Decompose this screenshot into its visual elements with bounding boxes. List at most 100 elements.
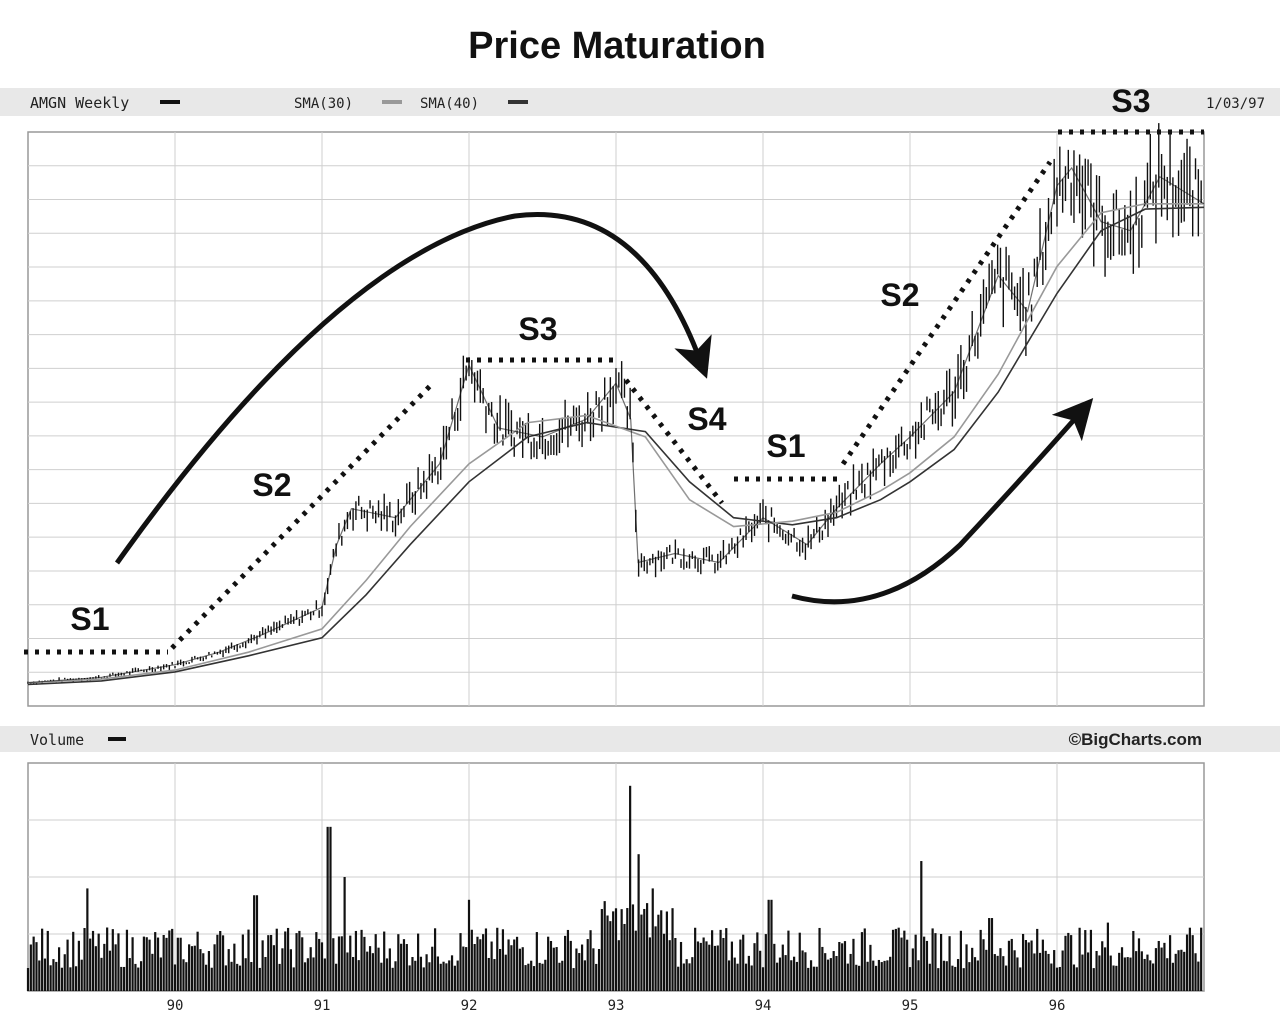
volume-bar	[900, 937, 903, 991]
volume-bar	[677, 966, 680, 991]
volume-bar	[1086, 952, 1090, 991]
volume-bar	[275, 928, 278, 991]
volume-bars	[26, 785, 1203, 991]
volume-bar	[1135, 951, 1138, 991]
volume-bar	[428, 962, 431, 991]
volume-bar	[1044, 950, 1047, 991]
volume-bar	[555, 947, 558, 991]
volume-bar	[306, 958, 309, 991]
s3-top-label: S3	[1111, 83, 1150, 119]
volume-bar	[660, 910, 663, 991]
volume-bar	[216, 934, 219, 991]
credit-label: ©BigCharts.com	[1069, 730, 1202, 749]
volume-bar	[1005, 965, 1008, 991]
volume-bar	[278, 963, 281, 991]
price-lines	[27, 123, 1205, 686]
volume-bar	[891, 929, 895, 991]
x-tick-label: 94	[755, 998, 772, 1014]
sma30-line	[27, 203, 1204, 684]
volume-bar	[473, 944, 476, 991]
volume-bar	[171, 928, 174, 991]
volume-bar	[35, 942, 38, 991]
volume-bar	[1123, 957, 1126, 991]
volume-bar	[1115, 965, 1118, 991]
ticker-legend-swatch	[160, 100, 180, 104]
volume-bar	[323, 958, 326, 991]
volume-bar	[807, 967, 810, 991]
volume-bar	[937, 968, 940, 991]
volume-bar	[586, 939, 589, 991]
volume-bar	[227, 949, 230, 991]
volume-bar	[193, 945, 196, 991]
volume-bar	[688, 963, 691, 991]
s2-right-label: S2	[880, 277, 919, 313]
volume-bar	[210, 967, 213, 991]
volume-bar	[988, 918, 991, 991]
volume-bar	[620, 909, 623, 991]
volume-bar	[606, 915, 609, 991]
volume-bar	[303, 962, 307, 991]
volume-bar	[1061, 950, 1064, 991]
volume-bar	[97, 933, 100, 991]
volume-bar	[1191, 935, 1194, 991]
volume-bar	[1140, 951, 1143, 991]
volume-bar	[261, 940, 264, 991]
s1-mid-label: S1	[766, 428, 805, 464]
volume-bar	[94, 946, 97, 991]
volume-bar	[142, 936, 146, 991]
volume-bar	[603, 901, 606, 991]
volume-bar	[996, 955, 999, 991]
volume-bar	[236, 963, 239, 991]
volume-bar	[1047, 953, 1050, 991]
volume-bar	[634, 930, 637, 991]
volume-bar	[1180, 949, 1183, 991]
volume-bar	[711, 930, 714, 991]
volume-bar	[595, 963, 598, 991]
volume-bar	[764, 934, 767, 991]
x-axis-ticks: 90 91 92 93 94 95 96	[167, 998, 1066, 1014]
arc-arrow-right	[791, 397, 1094, 605]
volume-bar	[114, 944, 117, 991]
volume-bar	[778, 957, 782, 991]
volume-bar	[52, 959, 55, 991]
volume-bar	[612, 911, 615, 991]
sma40-line	[27, 206, 1205, 686]
x-tick-label: 91	[314, 998, 331, 1014]
volume-bar	[1027, 942, 1030, 991]
volume-bar	[733, 957, 736, 991]
volume-bar	[1166, 958, 1169, 991]
volume-bar	[1120, 947, 1124, 991]
volume-bar	[89, 938, 92, 991]
volume-bar	[207, 951, 211, 991]
volume-bar	[318, 938, 321, 991]
s2-left-guide	[170, 382, 434, 650]
volume-bar	[739, 939, 742, 991]
volume-bar	[1109, 955, 1112, 991]
volume-bar	[928, 963, 931, 991]
volume-bar	[1072, 964, 1076, 991]
ticker-label: AMGN Weekly	[30, 94, 129, 112]
volume-bar	[230, 961, 233, 991]
volume-bar	[484, 928, 488, 991]
volume-bar	[792, 956, 796, 991]
volume-bar	[614, 908, 618, 991]
volume-bar	[809, 960, 813, 991]
volume-bar	[1038, 952, 1042, 991]
volume-bar	[125, 929, 129, 991]
x-tick-label: 90	[167, 998, 184, 1014]
volume-bar	[1132, 930, 1135, 991]
volume-bar	[515, 936, 519, 991]
volume-bar	[439, 963, 442, 991]
volume-bar	[903, 930, 906, 991]
volume-bar	[196, 931, 199, 991]
s3-mid-label: S3	[518, 311, 557, 347]
volume-bar	[496, 927, 499, 991]
volume-header-bar	[0, 726, 1280, 752]
volume-bar	[564, 935, 567, 991]
volume-bar	[1013, 950, 1016, 991]
volume-bar	[629, 785, 632, 991]
x-tick-label: 92	[461, 998, 478, 1014]
volume-bar	[832, 951, 835, 991]
volume-bar	[397, 934, 400, 991]
volume-bar	[1002, 956, 1005, 991]
